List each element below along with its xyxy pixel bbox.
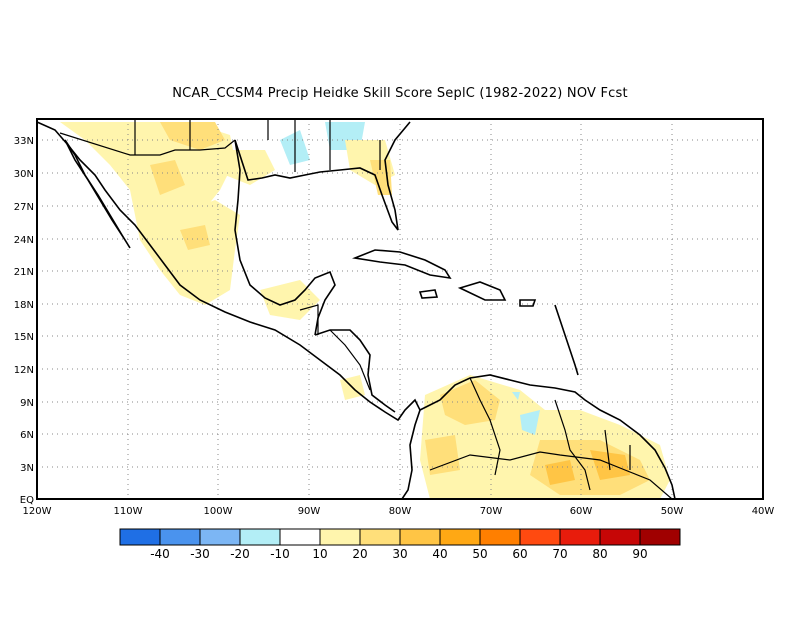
shade-mexico-spot [150, 160, 185, 195]
shade-sa-orange [590, 450, 630, 480]
colorbar-swatch [479, 528, 521, 546]
colorbar-label: -10 [270, 547, 290, 561]
shade-mexico-central [130, 190, 240, 305]
shade-sa-colombia [440, 380, 500, 425]
lon-label: 120W [23, 506, 52, 517]
lon-label: 40W [752, 506, 775, 517]
lat-label: 18N [14, 300, 34, 311]
lat-label: EQ [20, 495, 34, 506]
border-us-mexico [59, 132, 236, 156]
colorbar-swatch [359, 528, 401, 546]
shade-sa-blue [520, 410, 540, 435]
colorbar-swatch [519, 528, 561, 546]
colorbar-swatch [199, 528, 241, 546]
lat-label: 21N [14, 267, 34, 278]
skill-shading [60, 122, 670, 499]
shade-sa-blue2 [512, 392, 520, 400]
colorbar-swatch [159, 528, 201, 546]
colorbar-swatch [399, 528, 441, 546]
lat-label: 9N [20, 398, 34, 409]
shade-sa-orange2 [545, 460, 575, 485]
coast-baja [64, 139, 131, 249]
lon-label: 100W [204, 506, 233, 517]
colorbar-label: -20 [230, 547, 250, 561]
colorbar-swatch [239, 528, 281, 546]
coast-antilles [554, 304, 579, 376]
lon-label: 80W [389, 506, 412, 517]
lat-label: 27N [14, 202, 34, 213]
colorbar-label: 80 [592, 547, 607, 561]
colorbar-swatch [319, 528, 361, 546]
colorbar-swatch [119, 528, 161, 546]
map-title: NCAR_CCSM4 Precip Heidke Skill Score Sep… [172, 86, 628, 101]
border-guianas [604, 429, 631, 471]
lat-label: 15N [14, 332, 34, 343]
coast-puerto-rico [519, 299, 537, 307]
colorbar-label: -30 [190, 547, 210, 561]
lat-label: 3N [20, 463, 34, 474]
colorbar-swatch [279, 528, 321, 546]
coast-cuba [352, 249, 452, 280]
coast-hispaniola [457, 281, 507, 301]
lon-label: 70W [480, 506, 503, 517]
colorbar-label: 60 [512, 547, 527, 561]
colorbar-label: -40 [150, 547, 170, 561]
colorbar-label: 50 [472, 547, 487, 561]
border-states [134, 119, 381, 172]
coast-gulf [234, 139, 336, 336]
lon-label: 60W [570, 506, 593, 517]
coast-caribbean [314, 329, 396, 413]
colorbar-swatch [599, 528, 641, 546]
colorbar-swatch [439, 528, 481, 546]
lat-label: 24N [14, 235, 34, 246]
shade-sa-west [425, 435, 460, 475]
colorbar-label: 20 [352, 547, 367, 561]
lon-axis: 120W 110W 100W 90W 80W 70W 60W 50W 40W [23, 506, 775, 517]
colorbar-label: 10 [312, 547, 327, 561]
colorbar-swatch [639, 528, 681, 546]
colorbar-label: 30 [392, 547, 407, 561]
colorbar-swatch [559, 528, 601, 546]
colorbar-label: 90 [632, 547, 647, 561]
lon-label: 90W [298, 506, 321, 517]
coast-pacific [37, 121, 421, 499]
border-brazil [429, 451, 673, 499]
lat-label: 6N [20, 430, 34, 441]
lat-label: 33N [14, 136, 34, 147]
colorbar-label: 40 [432, 547, 447, 561]
border-guatemala [299, 304, 319, 335]
coast-jamaica [418, 289, 439, 299]
lat-axis: 33N 30N 27N 24N 21N 18N 15N 12N 9N 6N 3N… [14, 136, 34, 506]
colorbar-label: 70 [552, 547, 567, 561]
lat-label: 30N [14, 169, 34, 180]
shade-mexico-spot2 [180, 225, 210, 250]
coastlines [37, 121, 676, 499]
shade-sw-us [160, 122, 225, 150]
border-venezuela-guyana [554, 399, 591, 491]
coast-us-gulf [234, 121, 411, 231]
lon-label: 110W [114, 506, 143, 517]
lon-label: 50W [661, 506, 684, 517]
coast-south-america [419, 374, 676, 499]
map-frame [36, 118, 764, 500]
colorbar: -40 -30 -20 -10 10 20 30 40 50 60 70 80 90 [119, 528, 681, 561]
borders [59, 119, 673, 499]
border-central-am [329, 329, 371, 391]
shade-texas [220, 150, 275, 185]
lat-label: 12N [14, 365, 34, 376]
